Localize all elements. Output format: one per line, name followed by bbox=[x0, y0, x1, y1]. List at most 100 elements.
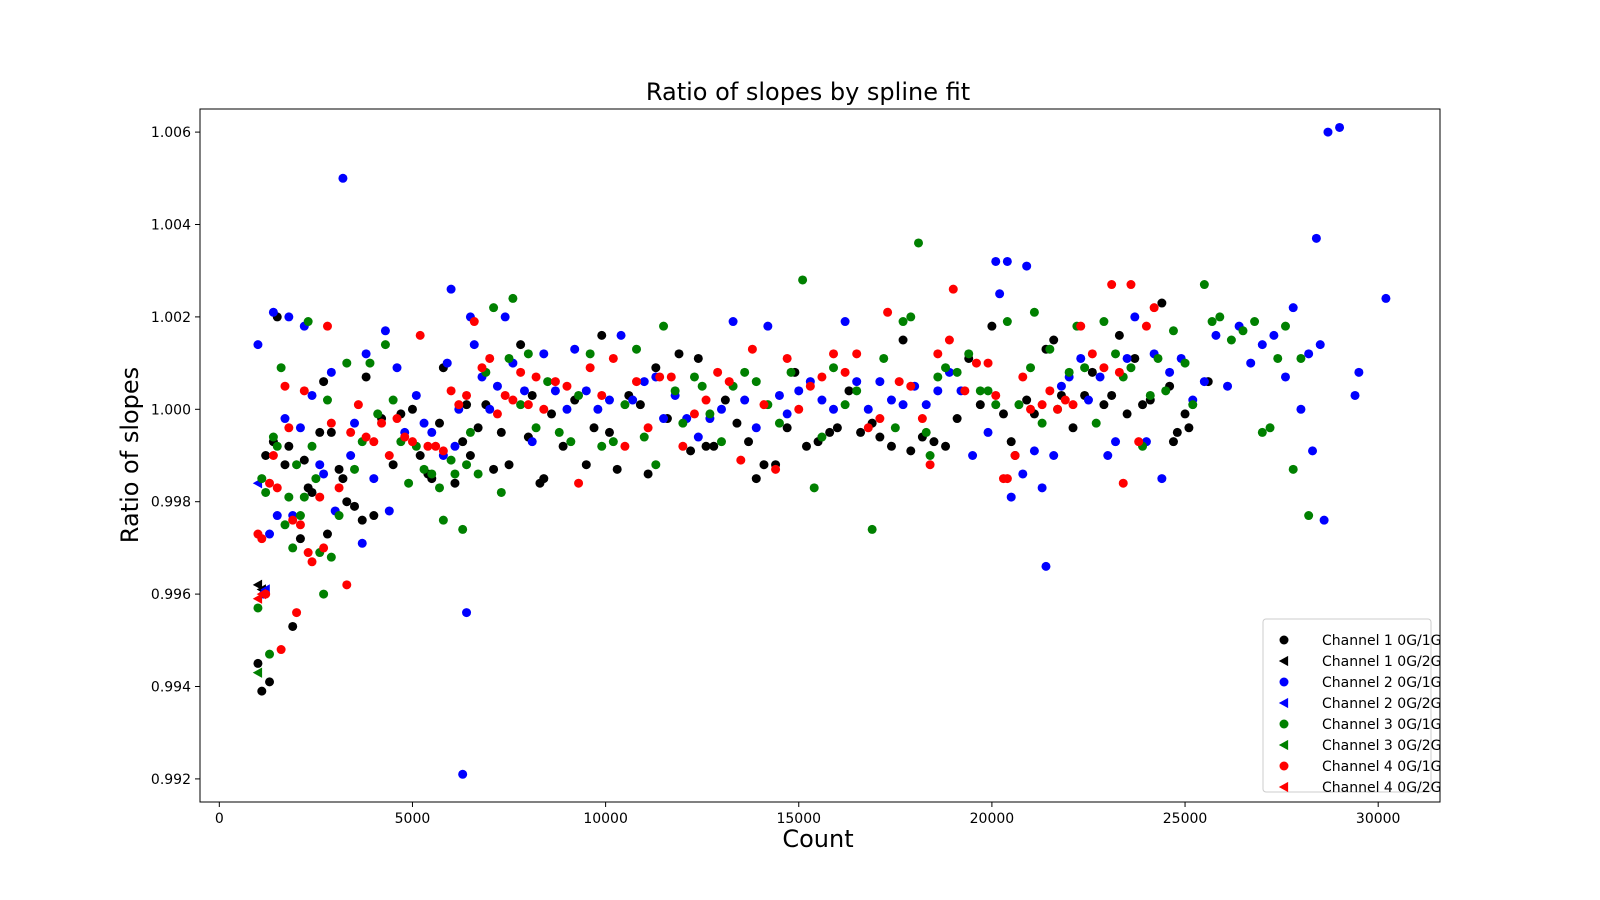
data-point bbox=[906, 446, 916, 456]
data-point bbox=[941, 441, 951, 451]
data-point bbox=[280, 381, 290, 391]
data-point bbox=[856, 427, 866, 437]
data-point bbox=[886, 441, 896, 451]
data-point bbox=[284, 441, 294, 451]
data-point bbox=[701, 441, 711, 451]
data-point bbox=[415, 330, 425, 340]
data-point bbox=[659, 414, 669, 424]
data-point bbox=[265, 677, 275, 687]
data-point bbox=[597, 330, 607, 340]
data-point bbox=[469, 317, 479, 327]
data-point bbox=[465, 451, 475, 460]
data-point bbox=[1296, 404, 1306, 414]
data-point bbox=[1087, 349, 1097, 359]
data-point bbox=[361, 372, 371, 382]
data-point bbox=[1099, 317, 1109, 327]
legend-label: Channel 2 0G/2G bbox=[1322, 696, 1442, 712]
data-point bbox=[1107, 280, 1117, 290]
data-point bbox=[377, 418, 387, 428]
data-point bbox=[322, 395, 332, 405]
data-point bbox=[438, 515, 448, 525]
data-point bbox=[380, 326, 390, 336]
data-point bbox=[253, 340, 263, 350]
data-point bbox=[1002, 256, 1012, 266]
data-point bbox=[326, 418, 336, 428]
data-point bbox=[801, 441, 811, 451]
data-point bbox=[516, 400, 526, 410]
y-axis-ticks: 0.992 0.994 0.996 0.998 1.000 1.002 1.004 1.006 bbox=[151, 125, 200, 788]
data-point bbox=[295, 520, 305, 530]
data-point bbox=[338, 173, 348, 183]
data-point bbox=[252, 667, 263, 678]
data-point bbox=[1269, 330, 1279, 340]
legend-marker bbox=[1278, 655, 1289, 667]
data-point bbox=[288, 621, 298, 631]
data-point bbox=[1080, 363, 1090, 373]
data-point bbox=[740, 367, 750, 377]
data-point bbox=[496, 487, 506, 497]
data-point bbox=[608, 437, 618, 447]
data-point bbox=[1257, 427, 1267, 437]
data-point bbox=[462, 608, 472, 618]
data-point bbox=[840, 400, 850, 410]
data-point bbox=[1091, 418, 1101, 428]
data-point bbox=[516, 340, 526, 350]
data-point bbox=[782, 423, 792, 433]
data-point bbox=[1087, 367, 1097, 377]
data-point bbox=[392, 363, 402, 373]
data-point bbox=[295, 511, 305, 521]
data-point bbox=[604, 395, 614, 405]
data-point bbox=[1099, 363, 1109, 373]
data-point bbox=[1211, 330, 1221, 340]
data-point bbox=[489, 303, 499, 313]
x-axis-label: Count bbox=[782, 825, 853, 853]
plot-area bbox=[199, 108, 1441, 803]
data-point bbox=[1238, 326, 1248, 336]
data-point bbox=[736, 455, 746, 465]
data-point bbox=[268, 307, 278, 317]
data-point bbox=[284, 492, 294, 502]
data-point bbox=[987, 321, 997, 331]
data-point bbox=[1184, 423, 1194, 433]
data-point bbox=[983, 427, 993, 437]
data-point bbox=[1319, 515, 1329, 525]
data-point bbox=[581, 460, 591, 470]
data-point bbox=[1257, 340, 1267, 350]
series-group bbox=[252, 667, 263, 678]
data-point bbox=[554, 427, 564, 437]
data-point bbox=[350, 464, 360, 474]
data-point bbox=[288, 543, 298, 553]
data-point bbox=[925, 460, 935, 470]
data-point bbox=[1273, 353, 1283, 363]
data-point bbox=[458, 769, 468, 779]
y-tick-label: 1.006 bbox=[151, 125, 191, 141]
data-point bbox=[570, 344, 580, 354]
data-point bbox=[1002, 317, 1012, 327]
data-point bbox=[319, 589, 329, 599]
data-point bbox=[303, 317, 313, 327]
data-point bbox=[832, 423, 842, 433]
legend-marker bbox=[1279, 635, 1289, 645]
legend-label: Channel 4 0G/2G bbox=[1322, 780, 1442, 796]
data-point bbox=[1037, 418, 1047, 428]
data-point bbox=[608, 353, 618, 363]
data-point bbox=[875, 432, 885, 442]
data-point bbox=[628, 395, 638, 405]
data-point bbox=[1180, 409, 1190, 419]
data-point bbox=[450, 478, 460, 488]
legend-label: Channel 3 0G/1G bbox=[1322, 717, 1442, 733]
data-point bbox=[632, 377, 642, 387]
data-point bbox=[539, 404, 549, 414]
data-point bbox=[319, 543, 329, 553]
data-point bbox=[774, 390, 784, 400]
data-point bbox=[500, 312, 510, 322]
data-point bbox=[774, 418, 784, 428]
data-point bbox=[1188, 400, 1198, 410]
data-point bbox=[991, 256, 1001, 266]
data-point bbox=[523, 400, 533, 410]
y-tick-label: 1.002 bbox=[151, 310, 191, 326]
data-point bbox=[689, 409, 699, 419]
data-point bbox=[863, 404, 873, 414]
data-point bbox=[485, 404, 495, 414]
data-point bbox=[1076, 353, 1086, 363]
